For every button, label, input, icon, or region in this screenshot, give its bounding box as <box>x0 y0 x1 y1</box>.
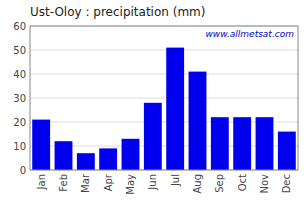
bar <box>122 139 140 170</box>
bar <box>144 103 162 170</box>
chart-svg: Ust-Oloy : precipitation (mm) 0 10 20 30 40 50… <box>0 0 306 200</box>
grid <box>30 26 298 170</box>
bar <box>55 141 73 170</box>
y-tick-label: 10 <box>13 141 26 152</box>
bar <box>256 117 274 170</box>
y-tick-label: 50 <box>13 45 26 56</box>
bar <box>278 132 296 170</box>
bar <box>189 72 207 170</box>
bar <box>99 148 117 170</box>
y-axis: 0 10 20 30 40 50 60 <box>13 21 26 176</box>
x-tick-label: Aug <box>192 174 203 194</box>
bar <box>211 117 229 170</box>
grid-line <box>30 98 298 99</box>
x-tick-label: May <box>125 174 136 195</box>
bar <box>77 153 95 170</box>
y-tick-label: 60 <box>13 21 26 32</box>
grid-line <box>30 74 298 75</box>
annotation: www.allmetsat.com <box>205 29 294 39</box>
bar <box>32 120 50 170</box>
x-tick-label: Jan <box>36 174 47 190</box>
y-tick-label: 0 <box>20 165 26 176</box>
x-tick-label: Sep <box>214 174 225 193</box>
grid-line <box>30 50 298 51</box>
x-axis: Jan Feb Mar Apr May Jun Jul Aug Sep Oct Nov Dec <box>36 173 293 195</box>
plot-area <box>30 26 298 170</box>
bar <box>166 48 184 170</box>
y-tick-label: 30 <box>13 93 26 104</box>
x-tick-label: Jun <box>147 174 158 191</box>
bars <box>32 48 296 170</box>
x-tick-label: Feb <box>58 174 69 192</box>
x-tick-label: Apr <box>103 173 114 191</box>
x-tick-label: Jul <box>170 174 181 187</box>
x-tick-label: Mar <box>80 173 91 193</box>
title: Ust-Oloy : precipitation (mm) <box>30 5 205 19</box>
y-tick-label: 20 <box>13 117 26 128</box>
y-tick-label: 40 <box>13 69 26 80</box>
x-tick-label: Nov <box>259 174 270 194</box>
x-tick-label: Oct <box>237 174 248 191</box>
x-tick-label: Dec <box>281 174 292 193</box>
chart-container: Ust-Oloy : precipitation (mm) 0 10 20 30 40 50… <box>0 0 306 200</box>
bar <box>233 117 251 170</box>
plot-frame <box>30 26 298 170</box>
